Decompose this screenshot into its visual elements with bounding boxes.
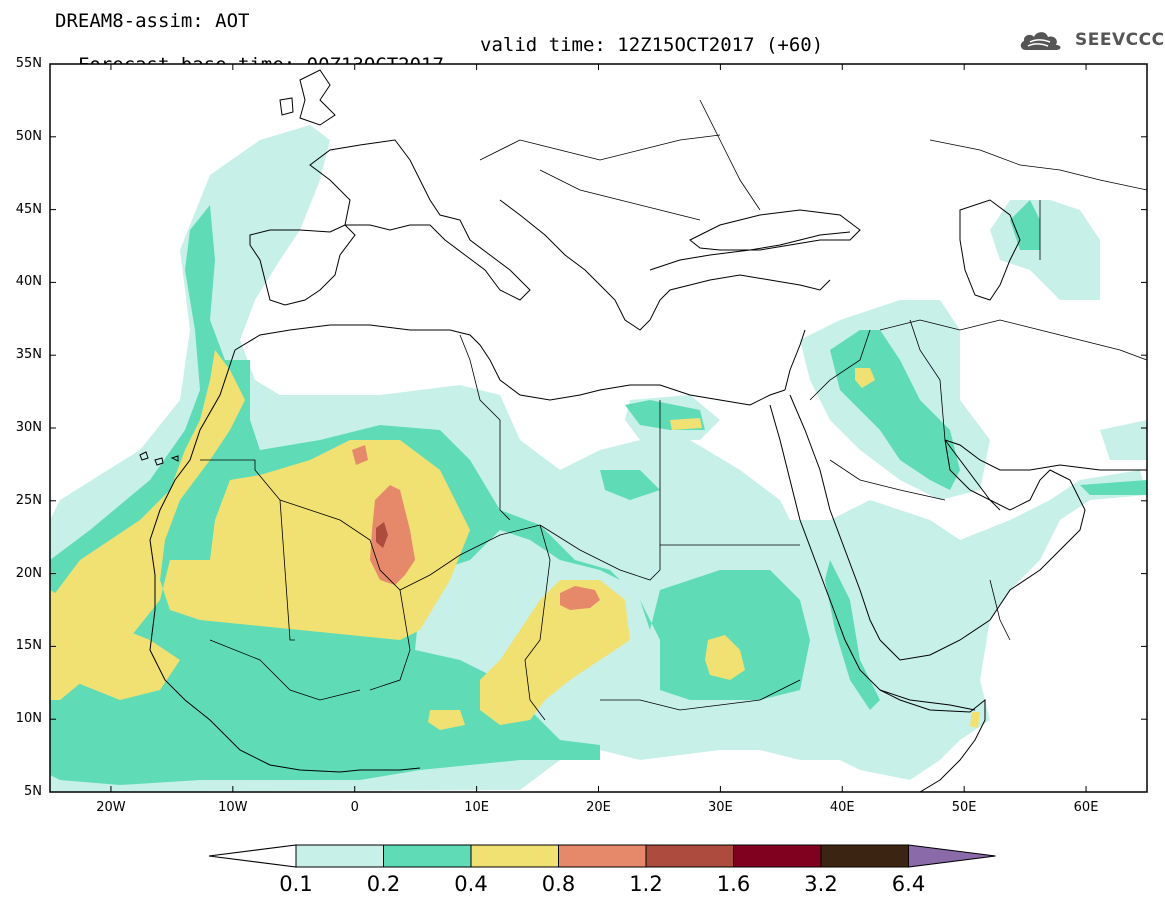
colorbar-swatch [470,844,559,868]
aot-contour-0.8 [352,445,600,610]
lat-label: 5N [24,784,42,799]
colorbar-swatch [645,844,734,868]
lon-label: 10W [218,800,248,815]
lat-label: 15N [15,638,42,654]
colorbar-swatch [733,844,822,868]
lat-label: 35N [15,347,42,363]
colorbar-label: 1.2 [629,872,663,896]
country-borders [200,99,1147,721]
aot-contour-0.4 [50,350,980,730]
lat-label: 55N [15,56,42,71]
colorbar-over-arrow [908,844,996,868]
colorbar-swatch [820,844,909,868]
colorbar-label: 6.4 [891,872,926,896]
colorbar-label: 1.6 [716,872,751,896]
valid-time: valid time: 12Z15OCT2017 (+60) [480,34,824,56]
colorbar-swatch [295,844,384,868]
axis-ticks [50,63,1147,793]
cloud-icon [1020,32,1061,50]
lon-label: 50E [951,800,977,815]
lat-label: 50N [15,128,42,144]
lon-label: 60E [1073,800,1099,815]
colorbar-label: 0.2 [366,872,401,896]
lon-label: 20W [96,800,126,815]
colorbar-label: 0.1 [279,872,313,896]
colorbar-label: 0.4 [454,872,488,896]
lon-label: 0 [350,800,359,815]
lon-label: 20E [586,800,611,815]
lat-label: 30N [15,420,42,435]
aot-contour-1.2 [376,522,388,548]
lat-label: 45N [15,201,42,217]
colorbar-label: 3.2 [804,872,838,896]
colorbar-under-arrow [208,844,297,868]
map-title: DREAM8-assim: AOT [55,10,250,32]
colorbar-label: 0.8 [541,872,576,896]
seevccc-logo: SEEVCCC [1018,28,1164,54]
lon-label: 30E [707,800,733,815]
coastlines [139,69,1147,792]
lon-label: 10E [464,800,489,815]
lon-label: 40E [829,800,855,815]
lat-label: 10N [15,711,42,727]
logo-text: SEEVCCC [1075,30,1165,50]
colorbar-swatch [383,844,472,868]
colorbar-swatch [558,844,647,868]
lat-label: 25N [15,492,42,508]
lat-label: 20N [15,565,42,581]
lat-label: 40N [15,274,42,290]
